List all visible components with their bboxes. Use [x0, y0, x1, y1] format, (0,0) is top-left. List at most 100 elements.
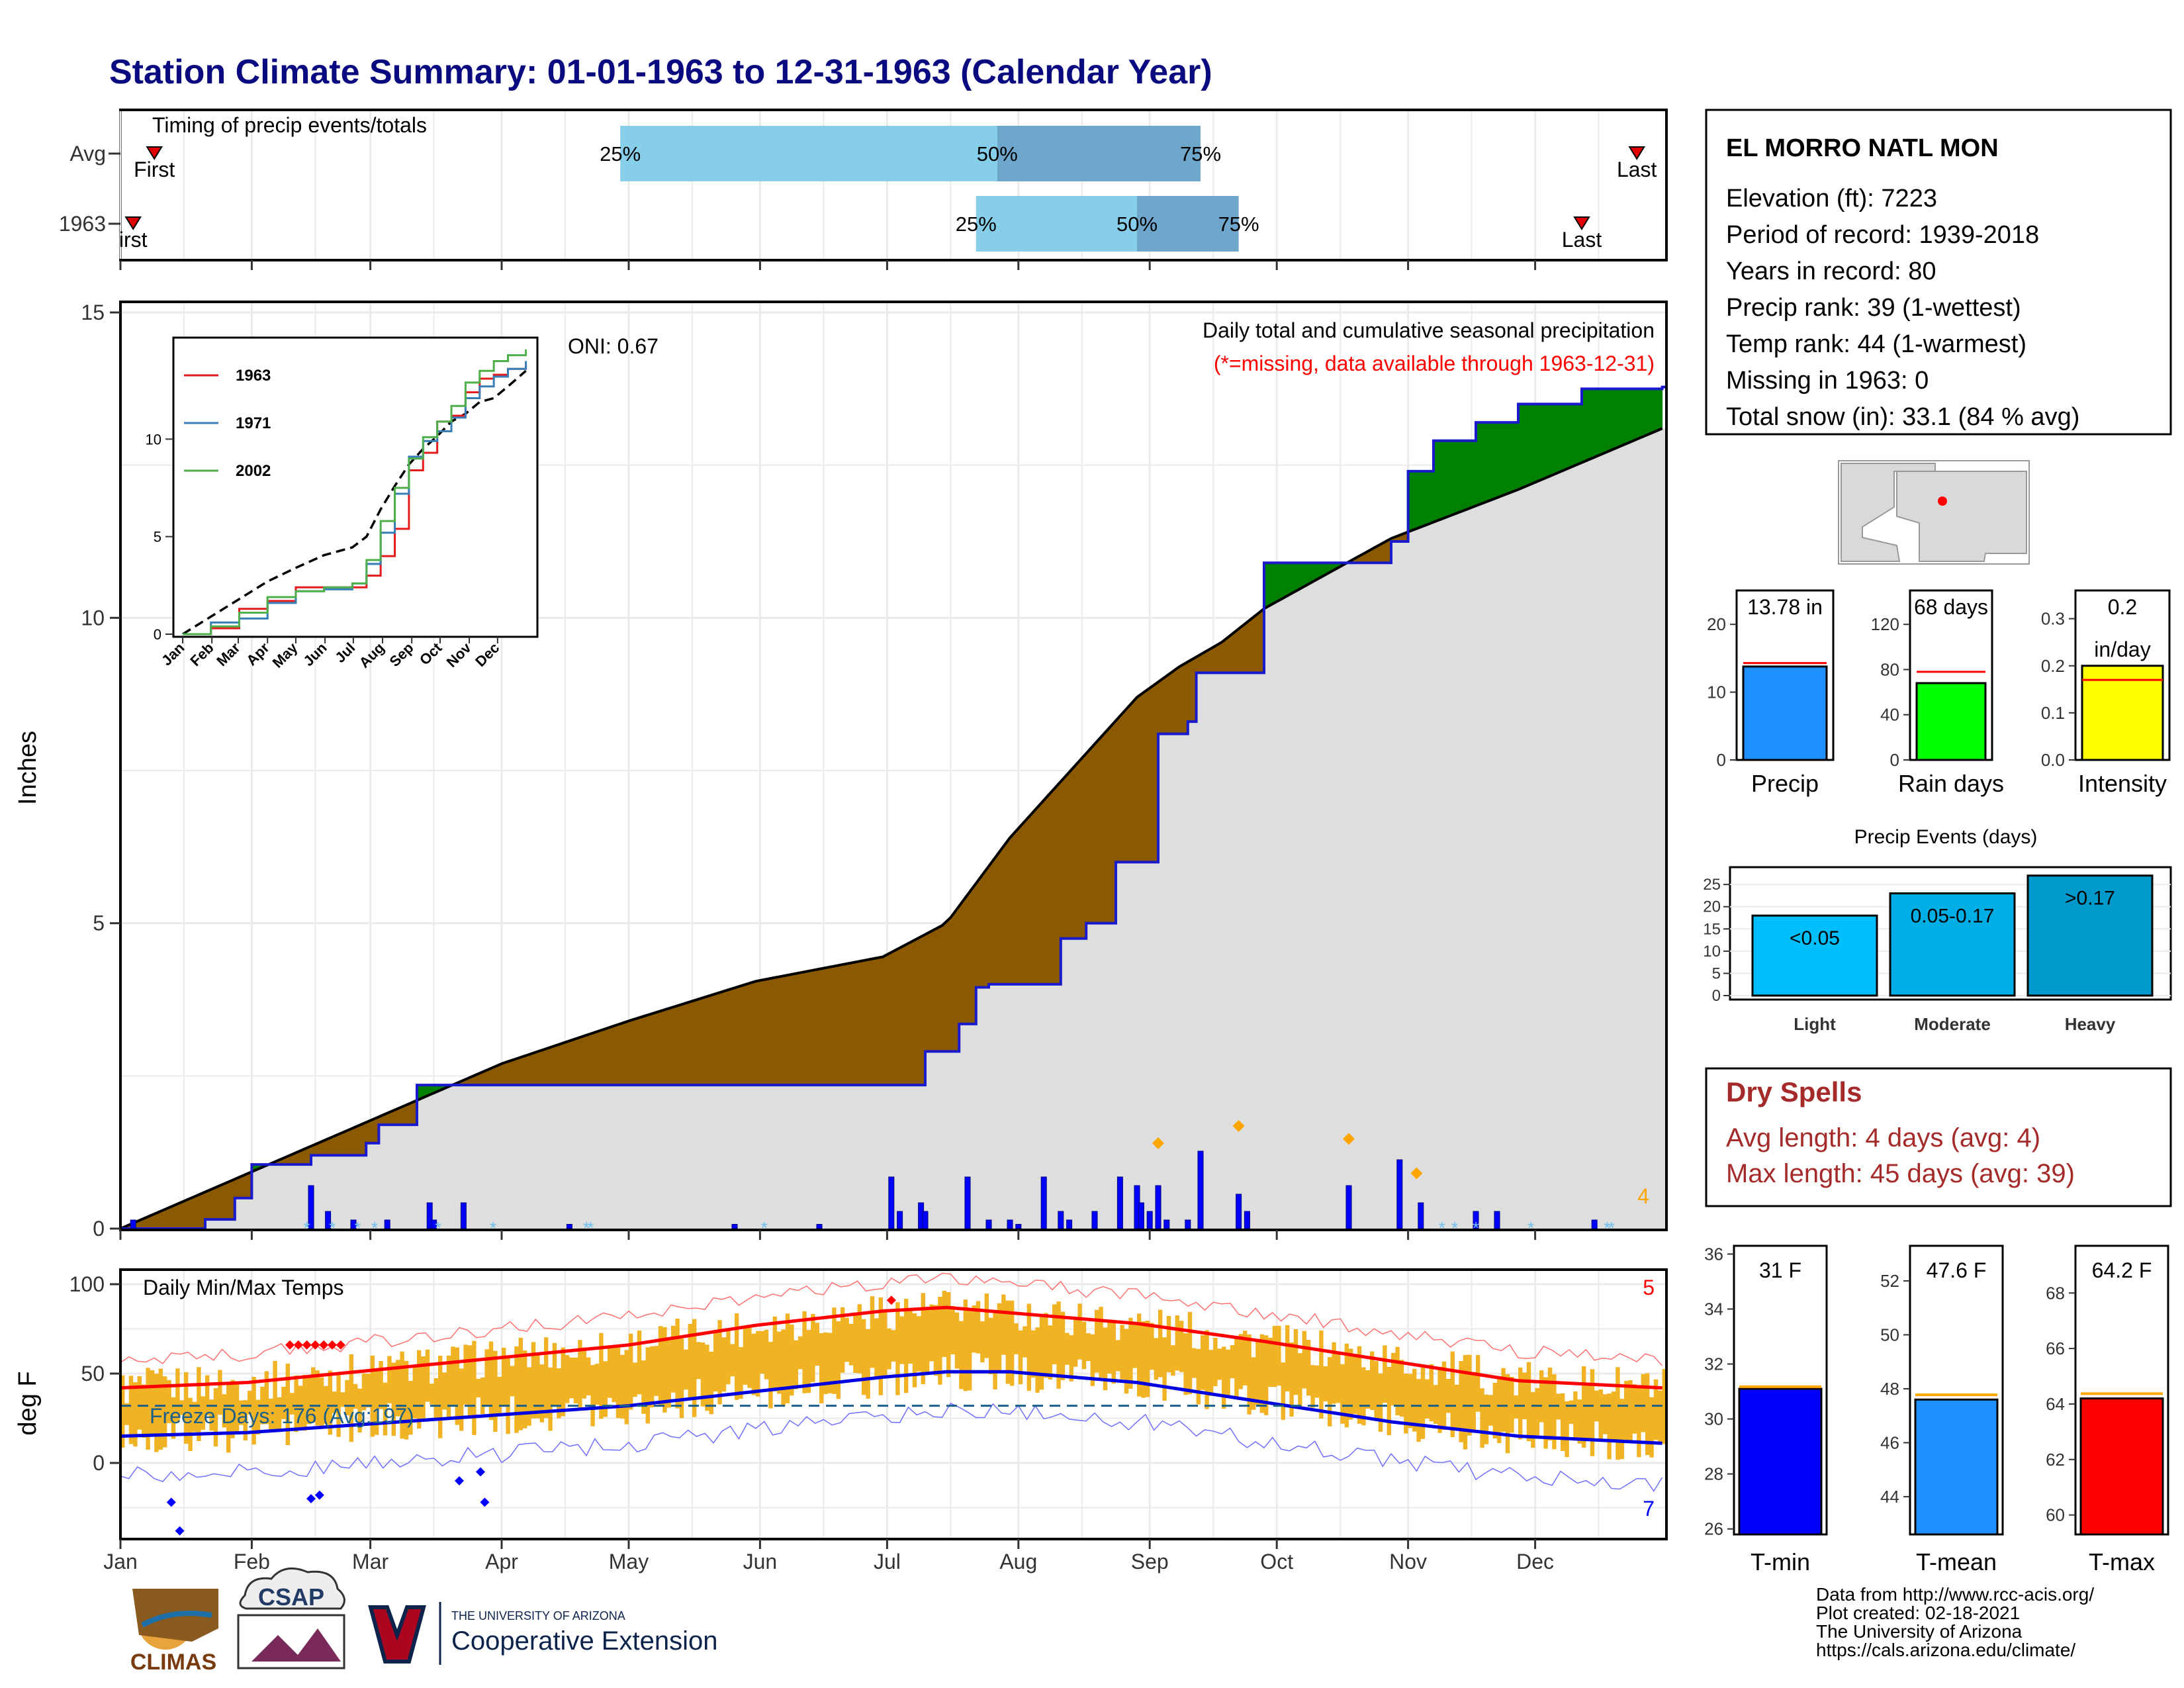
timing-panel: Timing of precip events/totals 25% 50% 75%… — [59, 109, 1668, 270]
temp-frame — [119, 1268, 1668, 1540]
daily-precip-bar — [1116, 1176, 1123, 1229]
timing-bar-lower — [620, 126, 997, 181]
event-category-label: Light — [1794, 1014, 1836, 1034]
timing-p75-label: 75% — [1218, 212, 1259, 236]
temp-bar-ytick-label: 52 — [1880, 1271, 1899, 1291]
state-outline — [1896, 471, 2027, 562]
record-high-marker — [319, 1340, 329, 1350]
climas-text: CLIMAS — [130, 1650, 216, 1675]
events-title: Precip Events (days) — [1854, 826, 2038, 848]
snow-marker: * — [371, 1218, 378, 1238]
events-ytick-label: 15 — [1703, 920, 1721, 938]
month-label: Mar — [352, 1550, 388, 1573]
summary-ytick-label: 0 — [1717, 750, 1726, 770]
snow-marker: * — [1608, 1218, 1615, 1238]
snow-marker: * — [1451, 1218, 1458, 1238]
snow-marker: * — [1439, 1218, 1445, 1238]
temp-bar-name: T-max — [2089, 1548, 2155, 1575]
record-min-line — [120, 1403, 1663, 1492]
first-event-marker — [124, 216, 142, 230]
daily-precip-bar — [460, 1202, 467, 1229]
precip-note: Daily total and cumulative seasonal prec… — [1203, 318, 1655, 342]
month-label: Apr — [485, 1550, 518, 1573]
daily-precip-bar — [1591, 1219, 1598, 1229]
event-bar — [2026, 874, 2154, 997]
daily-precip-bar — [1163, 1219, 1170, 1229]
timing-bar-upper — [1137, 196, 1239, 252]
record-low-marker — [476, 1467, 485, 1477]
temp-bar-ytick-label: 28 — [1704, 1464, 1723, 1484]
timing-p50-label: 50% — [1116, 212, 1158, 236]
precip-ylabel: Inches — [14, 731, 42, 805]
temp-bar — [1738, 1387, 1823, 1536]
temp-ytick-label: 50 — [81, 1362, 105, 1385]
temp-bar-ytick-label: 66 — [2046, 1338, 2065, 1358]
events-ytick-label: 5 — [1712, 964, 1721, 982]
ua-big-text: Cooperative Extension — [451, 1626, 717, 1656]
record-low-marker — [314, 1490, 324, 1500]
station-years: Years in record: 80 — [1726, 258, 1936, 285]
freeze-days-label: Freeze Days: 176 (Avg:197) — [150, 1404, 414, 1428]
daily-precip-bar — [1197, 1150, 1204, 1229]
footer-source: Data from http://www.rcc-acis.org/ — [1816, 1584, 2094, 1605]
summary-bar — [1742, 665, 1828, 761]
temp-bar-ytick-label: 34 — [1704, 1299, 1723, 1319]
month-label: Jun — [743, 1550, 778, 1573]
station-temp-rank: Temp rank: 44 (1-warmest) — [1726, 330, 2026, 358]
dry-spells-max: Max length: 45 days (avg: 39) — [1726, 1159, 2075, 1188]
record-high-marker — [293, 1340, 303, 1350]
temp-panel: deg F Daily Min/Max Temps Freeze Days: 1… — [14, 1268, 1668, 1573]
snow-marker: * — [587, 1218, 594, 1238]
last-event-label: Last — [1617, 158, 1657, 181]
precip-ytick-label: 5 — [93, 912, 105, 935]
average-min-line — [120, 1370, 1662, 1445]
state-map — [1838, 460, 2030, 565]
daily-precip-bar — [731, 1224, 738, 1229]
inset-average-line — [182, 369, 527, 635]
climas-logo: CLIMAS — [130, 1589, 218, 1675]
dry-spells-avg: Avg length: 4 days (avg: 4) — [1726, 1123, 2040, 1152]
extreme-precip-marker — [1410, 1167, 1423, 1180]
first-event-label: First — [134, 158, 175, 181]
month-label: Dec — [1516, 1550, 1554, 1573]
daily-precip-bar — [1494, 1211, 1500, 1229]
timing-label: Timing of precip events/totals — [152, 113, 427, 137]
summary-ytick-label: 40 — [1880, 705, 1899, 725]
extreme-precip-marker — [1343, 1133, 1355, 1145]
month-label: Oct — [1260, 1550, 1293, 1573]
footer: CLIMAS CSAP THE UNIVERSITY OF ARIZONA Co… — [130, 1567, 2094, 1675]
summary-bar — [1915, 682, 1987, 761]
summary-ytick-label: 0.0 — [2041, 750, 2065, 770]
precip-extreme-count: 4 — [1637, 1184, 1649, 1208]
daily-precip-bar — [964, 1176, 971, 1229]
snow-marker: * — [490, 1218, 496, 1238]
summary-ytick-label: 0.2 — [2041, 656, 2065, 676]
snow-marker: * — [1527, 1218, 1534, 1238]
last-event-marker — [1573, 216, 1590, 230]
daily-precip-bar — [922, 1211, 929, 1229]
daily-precip-bar — [1155, 1185, 1161, 1229]
timing-p25-label: 25% — [600, 142, 641, 165]
daily-precip-bar — [1040, 1176, 1047, 1229]
inset-series-line — [183, 349, 527, 635]
summary-ytick-label: 120 — [1871, 614, 1899, 634]
daily-precip-bar — [1236, 1194, 1242, 1229]
daily-precip-bar — [985, 1219, 992, 1229]
summary-ytick-label: 20 — [1707, 614, 1726, 634]
last-event-label: Last — [1562, 228, 1602, 252]
event-bar — [1889, 892, 2016, 997]
event-category-label: Heavy — [2065, 1014, 2116, 1034]
precip-frame — [119, 301, 1668, 1231]
temp-bar-ytick-label: 60 — [2046, 1505, 2065, 1525]
snow-marker: * — [1473, 1218, 1479, 1238]
station-snow: Total snow (in): 33.1 (84 % avg) — [1726, 403, 2079, 431]
inset-legend-label: 1971 — [236, 414, 271, 432]
inset-ytick-label: 5 — [154, 529, 161, 545]
station-name: EL MORRO NATL MON — [1726, 134, 1999, 162]
temp-bar-value: 31 F — [1759, 1258, 1801, 1282]
temp-bar-ytick-label: 50 — [1880, 1325, 1899, 1344]
month-label: Feb — [234, 1550, 270, 1573]
station-frame — [1705, 109, 2172, 436]
snow-marker: * — [1604, 1218, 1610, 1238]
footer-institution: The University of Arizona — [1816, 1621, 2023, 1642]
